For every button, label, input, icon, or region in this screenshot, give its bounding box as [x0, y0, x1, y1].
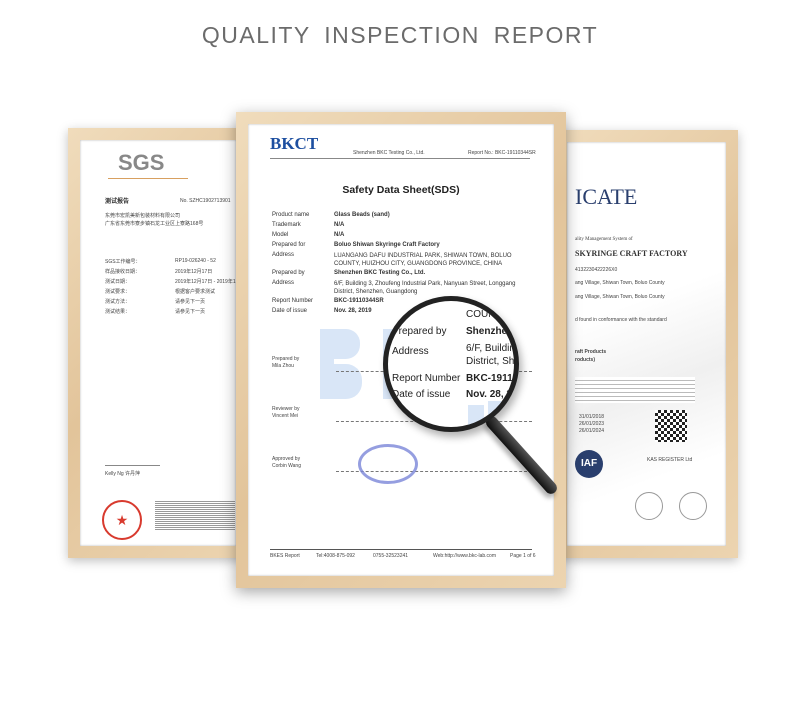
magnified-text: Report Number [392, 373, 461, 384]
cert-date: 26/01/2023 [579, 421, 605, 427]
cert-company: SKYRINGE CRAFT FACTORY [575, 249, 688, 258]
footer-text: 0755-32523241 [373, 553, 409, 559]
sgs-seal: ★ [102, 500, 142, 540]
magnified-text: Date of issue [392, 389, 451, 400]
approval-stamp [358, 444, 418, 484]
sgs-report-no: No. SZHC1902713901 [180, 198, 231, 204]
field-value: BKC-19110344SR [334, 298, 384, 304]
document-title: Safety Data Sheet(SDS) [342, 184, 460, 196]
sgs-field-value: 2019年12月17日 [175, 269, 213, 275]
field-label: Address [272, 280, 295, 286]
field-label: Address [272, 252, 295, 258]
sgs-field-value: 2019年12月17日 - 2019年1 [175, 279, 236, 285]
iso-certificate-frame: ICATE ality Management System of SKYRING… [555, 130, 738, 558]
page-title: QUALITY INSPECTION REPORT [201, 22, 599, 48]
sgs-field-label: 测试要求： [105, 289, 131, 295]
sgs-fine-print [155, 500, 235, 530]
qr-code-icon [655, 410, 687, 442]
divider [108, 178, 188, 179]
cert-date: 26/01/2024 [579, 428, 605, 434]
sgs-field-value: RP19-026240 - 52 [175, 258, 216, 264]
sgs-signer: Kelly Ng 许丹萍 [105, 471, 141, 477]
field-value: Boluo Shiwan Skyringe Craft Factory [334, 242, 440, 248]
signature-name: Corbin Wang [272, 463, 301, 469]
magnified-text: Shenzhen B [466, 326, 519, 337]
field-label: Prepared for [272, 242, 306, 248]
cert-code: 4132230422226X0 [575, 267, 618, 273]
field-label: Model [272, 232, 289, 238]
signature-name: Vincent Mei [272, 413, 299, 419]
magnified-text: Nov. 28, 2019 [466, 389, 518, 400]
magnified-text: Address [392, 346, 429, 357]
magnified-text: 6/F, Building 3 [466, 343, 519, 354]
field-label: Report Number [272, 298, 314, 304]
signature-role: Prepared by [272, 356, 300, 362]
footer-text: BKES Report [270, 553, 300, 559]
cert-date: 31/01/2018 [579, 414, 605, 420]
cert-address: ang Village, Shiwan Town, Boluo County [575, 294, 665, 300]
watermark-shape [320, 329, 334, 399]
magnified-text: Prepared by [392, 326, 447, 337]
field-value: Glass Beads (sand) [334, 212, 390, 218]
signature-line [105, 465, 160, 466]
footer-text: Tel:4008-875-092 [316, 553, 355, 559]
iaf-badge: IAF [575, 450, 603, 478]
watermark-shape [468, 405, 484, 427]
cert-accreditation: KAS REGISTER Ltd [647, 457, 693, 463]
sgs-field-value: 根据客户要求测试 [175, 289, 216, 295]
field-label: Prepared by [272, 270, 305, 276]
field-value: N/A [334, 232, 345, 238]
magnified-text: District, Shenzh [466, 356, 519, 367]
sgs-field-value: 请参见下一页 [175, 309, 206, 315]
sgs-field-label: 测试结果： [105, 309, 131, 315]
signature-role: Reviewer by [272, 406, 300, 412]
signature-line [336, 471, 532, 472]
watermark-shape [334, 364, 362, 399]
cert-scope: roducts) [575, 357, 595, 363]
field-value: LUANGANG DAFU INDUSTRIAL PARK, SHIWAN TO… [334, 253, 512, 267]
sgs-field-label: 测试日期： [105, 279, 131, 285]
field-value: 6/F, Building 3, Zhoufeng Industrial Par… [334, 281, 516, 295]
footer-text: Page 1 of 6 [510, 553, 536, 559]
header-company: Shenzhen BKC Testing Co., Ltd. [353, 150, 425, 156]
sgs-field-label: 样品接收日期： [105, 269, 141, 275]
cert-fine-print [575, 377, 695, 403]
iso-certificate: ICATE ality Management System of SKYRING… [567, 142, 726, 546]
footer-divider [270, 549, 532, 550]
certificate-title: ICATE [575, 184, 638, 209]
sgs-certificate: SGS 测试报告 No. SZHC1902713901 东莞市宏凯美新包装材料有… [80, 140, 236, 546]
cert-address: ang Village, Shiwan Town, Boluo County [575, 280, 665, 286]
watermark-shape [488, 401, 514, 427]
magnified-text: BKC-1911034 [466, 373, 519, 384]
sgs-heading: 测试报告 [105, 199, 130, 205]
sgs-field-label: SGS工作编号： [105, 259, 141, 265]
divider [270, 158, 530, 159]
field-value: Shenzhen BKC Testing Co., Ltd. [334, 270, 426, 276]
cert-scope: raft Products [575, 349, 607, 355]
field-value: Nov. 28, 2019 [334, 308, 372, 314]
magnified-text: COUNTY [466, 309, 509, 320]
sgs-field-label: 测试方法： [105, 299, 131, 305]
watermark-shape [334, 329, 360, 359]
field-label: Trademark [272, 222, 301, 228]
sgs-field-value: 请参见下一页 [175, 299, 206, 305]
sgs-line: 广东省东莞市寮步镇石龙工业区上寮路168号 [105, 221, 204, 227]
seal-icon [635, 492, 663, 520]
sgs-certificate-frame: SGS 测试报告 No. SZHC1902713901 东莞市宏凯美新包装材料有… [68, 128, 248, 558]
field-label: Product name [272, 212, 310, 218]
sgs-line: 东莞市宏凯美新包装材料有限公司 [105, 213, 181, 219]
cert-system: ality Management System of [575, 237, 633, 242]
signature-name: Mila Zhou [272, 363, 294, 369]
bkct-logo: BKCT [270, 134, 319, 153]
seal-icon [679, 492, 707, 520]
footer-text: Web:http://www.bkc-lab.com [433, 553, 496, 559]
field-value: N/A [334, 222, 345, 228]
signature-role: Approved by [272, 456, 301, 462]
magnifier-lens: COUNTY Prepared by Shenzhen B Address 6/… [383, 296, 519, 432]
field-label: Date of issue [272, 308, 308, 314]
cert-conformance: d found in conformance with the standard [575, 317, 667, 323]
header-report-no: Report No.: BKC-19110344SR [468, 150, 536, 156]
sgs-logo: SGS [118, 150, 165, 175]
